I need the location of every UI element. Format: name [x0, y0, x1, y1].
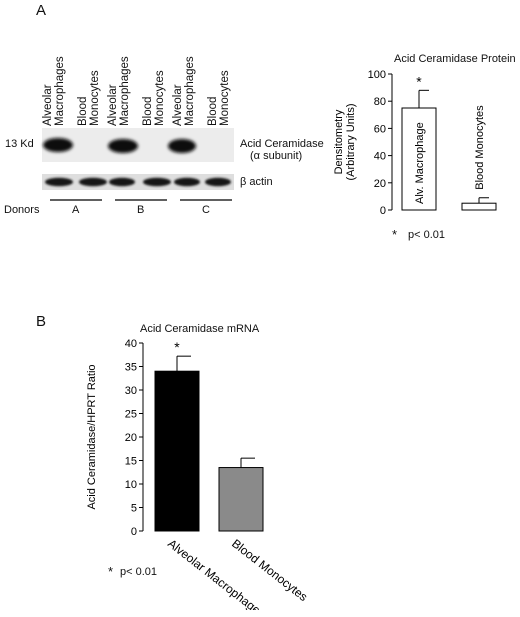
protein-y-tick-label: 20 [374, 178, 386, 190]
protein-chart-title: Acid Ceramidase Protein [394, 53, 516, 65]
protein-bar [401, 107, 437, 211]
mrna-y-tick-label: 5 [131, 503, 137, 515]
mrna-bar [154, 370, 200, 532]
band-actin-6 [205, 177, 231, 187]
band-actin-4 [143, 177, 171, 187]
protein-significance-star: * [416, 73, 422, 89]
mrna-chart: 0 5 10 15 20 25 30 35 40 Acid Ceramidase/HPRT Rat… [86, 338, 310, 610]
protein-footnote-star: * [392, 227, 398, 242]
mrna-footnote-text: p< 0.01 [120, 566, 158, 578]
protein-category-label: Blood Monocytes [474, 105, 486, 190]
protein-y-tick-label: 80 [374, 96, 386, 108]
mrna-y-tick-label: 35 [125, 362, 137, 374]
protein-y-tick-label: 0 [380, 205, 386, 217]
protein-y-tick-label: 40 [374, 151, 386, 163]
protein-y-tick-label: 60 [374, 123, 386, 135]
band-actin-5 [174, 177, 200, 187]
band-actin-3 [109, 177, 135, 187]
mrna-y-tick-label: 40 [125, 338, 137, 350]
mrna-y-tick-label: 10 [125, 479, 137, 491]
mrna-y-label: Acid Ceramidase/HPRT Ratio [86, 364, 98, 509]
protein-y-label-line1: Densitometry [333, 109, 345, 174]
band-acid-ceramidase-5 [168, 139, 196, 153]
protein-y-label-line2: (Arbitrary Units) [345, 103, 357, 180]
mrna-y-tick-label: 20 [125, 432, 137, 444]
mrna-chart-title: Acid Ceramidase mRNA [140, 323, 260, 335]
donor-a-label: A [72, 204, 80, 216]
western-blot [42, 128, 234, 201]
protein-footnote-text: p< 0.01 [408, 229, 446, 241]
mrna-bar [218, 467, 264, 532]
panel-b-label: B [36, 313, 47, 330]
band-acid-ceramidase-3 [108, 139, 138, 153]
panel-a-label: A [36, 2, 47, 19]
protein-category-label: Alv. Macrophage [414, 122, 426, 204]
mrna-y-tick-label: 15 [125, 456, 137, 468]
donor-c-label: C [202, 204, 210, 216]
mrna-y-tick-label: 25 [125, 409, 137, 421]
band-actin-1 [45, 177, 73, 187]
size-marker: 13 Kd [5, 138, 34, 150]
actin-label: β actin [240, 176, 273, 188]
band-acid-ceramidase-1 [43, 138, 73, 152]
mrna-significance-star: * [174, 339, 180, 355]
band-actin-2 [79, 177, 107, 187]
blot-background-top [42, 128, 234, 162]
mrna-y-tick-label: 30 [125, 385, 137, 397]
protein-chart: 0 20 40 60 80 100 Densitometry (Arbitrary Units… [333, 69, 497, 217]
band-label: Acid Ceramidase (α subunit) [240, 138, 324, 162]
protein-y-tick-label: 100 [368, 69, 386, 81]
donors-label: Donors [4, 204, 40, 216]
donor-b-label: B [137, 204, 145, 216]
mrna-footnote-star: * [108, 564, 114, 579]
mrna-y-tick-label: 0 [131, 526, 137, 538]
protein-bar [461, 202, 497, 211]
